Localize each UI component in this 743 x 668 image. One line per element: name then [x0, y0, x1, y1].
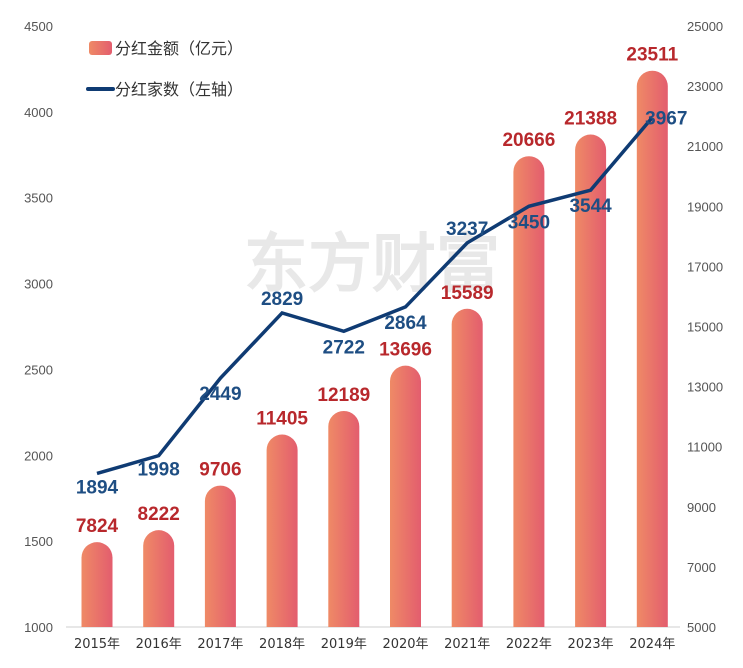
line-value-label: 3544 — [569, 196, 612, 217]
bar-value-label: 9706 — [199, 460, 241, 481]
x-tick-label: 2023年 — [568, 637, 614, 652]
bar-value-label: 8222 — [138, 504, 180, 525]
left-axis: 1000 1500 2000 2500 3000 3500 4000 4500 — [24, 19, 53, 635]
bar — [513, 156, 545, 627]
x-tick-label: 2015年 — [74, 637, 120, 652]
x-tick-label: 2022年 — [506, 637, 552, 652]
left-tick-label: 4500 — [24, 19, 53, 34]
right-tick-label: 25000 — [687, 19, 723, 34]
x-tick-label: 2021年 — [444, 637, 490, 652]
right-tick-label: 5000 — [687, 620, 716, 635]
right-axis: 5000 7000 9000 11000 13000 15000 17000 19000 210… — [687, 19, 723, 635]
bar-series — [81, 70, 668, 627]
left-tick-label: 1000 — [24, 620, 53, 635]
bar — [81, 542, 113, 627]
left-tick-label: 4000 — [24, 105, 53, 120]
right-tick-label: 19000 — [687, 199, 723, 214]
right-tick-label: 17000 — [687, 259, 723, 274]
bar — [390, 365, 421, 627]
line-value-label: 2449 — [199, 384, 241, 405]
line-value-label: 3237 — [446, 219, 488, 240]
bar — [204, 485, 236, 627]
legend-bar-label: 分红金额（亿元） — [115, 39, 243, 58]
bar — [451, 308, 483, 627]
bar — [636, 70, 668, 627]
x-tick-label: 2017年 — [197, 637, 243, 652]
bar-value-label: 15589 — [441, 283, 494, 304]
bar — [575, 134, 607, 627]
bar — [143, 530, 175, 627]
bar-value-label: 11405 — [256, 409, 308, 430]
left-tick-label: 2500 — [24, 362, 53, 377]
x-tick-label: 2018年 — [259, 637, 305, 652]
watermark: 东方财富 — [244, 228, 500, 302]
left-tick-label: 1500 — [24, 534, 53, 549]
x-tick-label: 2016年 — [136, 637, 182, 652]
left-tick-label: 3000 — [24, 277, 53, 292]
bar-value-label: 23511 — [626, 45, 678, 66]
legend: 分红金额（亿元） 分红家数（左轴） — [86, 39, 243, 99]
right-tick-label: 23000 — [687, 79, 723, 94]
bar — [328, 410, 360, 627]
line-value-label: 2829 — [261, 289, 303, 310]
x-tick-label: 2024年 — [629, 637, 675, 652]
left-tick-label: 3500 — [24, 191, 53, 206]
bar-value-label: 21388 — [564, 109, 617, 130]
legend-bar-swatch — [89, 41, 112, 55]
bar-data-labels: 7824 8222 9706 11405 12189 13696 15589 20666 213… — [76, 45, 679, 537]
right-tick-label: 21000 — [687, 139, 723, 154]
bar-value-label: 7824 — [76, 516, 119, 537]
right-tick-label: 9000 — [687, 500, 716, 515]
bar-value-label: 12189 — [317, 385, 370, 406]
legend-line-label: 分红家数（左轴） — [115, 80, 243, 99]
x-axis-ticks: 2015年 2016年 2017年 2018年 2019年 2020年 2021年 2022年… — [74, 637, 675, 652]
bar-value-label: 20666 — [502, 130, 555, 151]
line-value-label: 3450 — [508, 212, 550, 233]
right-tick-label: 7000 — [687, 560, 716, 575]
line-series — [96, 116, 654, 476]
x-tick-label: 2019年 — [321, 637, 367, 652]
right-tick-label: 13000 — [687, 380, 723, 395]
right-tick-label: 15000 — [687, 320, 723, 335]
bar-value-label: 13696 — [379, 340, 432, 361]
line-value-label: 2864 — [384, 313, 427, 334]
x-tick-label: 2020年 — [382, 637, 428, 652]
line-value-label: 1998 — [138, 460, 180, 481]
line-data-labels: 1894 1998 2449 2829 2722 2864 3237 3450 3544 3967 — [76, 109, 688, 499]
line-value-label: 3967 — [645, 109, 687, 130]
line-value-label: 1894 — [76, 477, 119, 498]
line-value-label: 2722 — [323, 337, 365, 358]
line-path — [96, 116, 654, 476]
left-tick-label: 2000 — [24, 448, 53, 463]
bar — [266, 434, 298, 627]
right-tick-label: 11000 — [687, 440, 722, 455]
